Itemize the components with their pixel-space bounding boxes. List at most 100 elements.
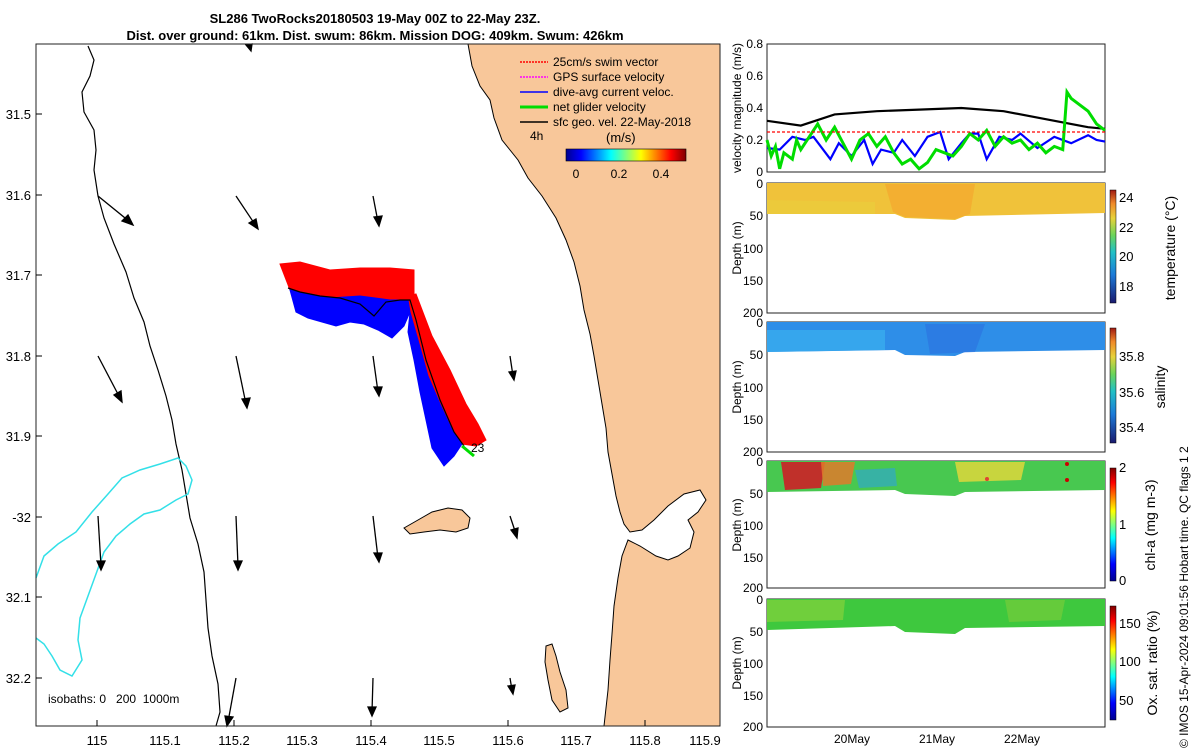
velocity-series-0 xyxy=(766,106,1106,130)
velocity-y-tick: 0.2 xyxy=(746,133,763,147)
depth-tick: 0 xyxy=(756,316,763,330)
oxygen-cb-tick: 50 xyxy=(1119,693,1133,708)
map-y-tick: 31.6 xyxy=(6,188,31,203)
salinity-cb-tick: 35.4 xyxy=(1119,420,1144,435)
isobath-200m xyxy=(81,45,221,727)
legend-dive-avg-current: dive-avg current veloc. xyxy=(553,85,674,99)
map-y-tick: 32.1 xyxy=(6,590,31,605)
isobaths-label: isobaths: 0 200 1000m xyxy=(48,692,179,706)
speed-colorbar-tick: 0 xyxy=(573,167,580,181)
map-y-tick: 31.9 xyxy=(6,429,31,444)
chla-depth-label: Depth (m) xyxy=(730,498,744,551)
map-x-tick: 115 xyxy=(87,733,108,748)
chla-cb-tick: 0 xyxy=(1119,573,1126,588)
depth-tick: 0 xyxy=(756,177,763,191)
salinity-colorbar-label: salinity xyxy=(1152,366,1168,409)
velocity-y-tick: 0.4 xyxy=(746,101,763,115)
chla-cb-tick: 1 xyxy=(1119,517,1126,532)
legend-swim-vector: 25cm/s swim vector xyxy=(553,55,658,69)
map-x-tick-labels: 115 115.1 115.2 115.3 115.4 115.5 115.6 … xyxy=(87,733,721,748)
chla-panel: 0 50 100 150 200 0 1 2 Depth (m) chl-a (… xyxy=(730,455,1158,595)
time-series-panels: 0 0.2 0.4 0.6 0.8 velocity magnitude (m/… xyxy=(730,37,1178,746)
depth-tick: 100 xyxy=(743,381,763,395)
depth-tick: 100 xyxy=(743,242,763,256)
temperature-cb-tick: 22 xyxy=(1119,220,1133,235)
map-x-tick: 115.9 xyxy=(689,733,721,748)
oxygen-colorbar-label: Ox. sat. ratio (%) xyxy=(1144,610,1160,715)
velocity-y-tick: 0.6 xyxy=(746,69,763,83)
net-glider-velocity-vector xyxy=(461,444,475,458)
time-x-tick: 20May xyxy=(834,732,870,746)
chla-colorbar xyxy=(1109,467,1117,582)
map-y-tick: 31.8 xyxy=(6,349,31,364)
depth-tick: 200 xyxy=(743,720,763,734)
temperature-cb-tick: 18 xyxy=(1119,279,1133,294)
velocity-panel: 0 0.2 0.4 0.6 0.8 velocity magnitude (m/… xyxy=(730,37,1106,179)
figure-title: SL286 TwoRocks20180503 19-May 00Z to 22-… xyxy=(209,11,541,26)
velocity-y-label: velocity magnitude (m/s) xyxy=(730,43,744,173)
isobath-1000m xyxy=(35,457,193,677)
map-x-tick: 115.3 xyxy=(286,733,318,748)
depth-tick: 150 xyxy=(743,274,763,288)
depth-tick: 0 xyxy=(756,455,763,469)
map-y-tick: -32 xyxy=(12,510,31,525)
island xyxy=(403,507,471,535)
map-axis-ticks xyxy=(36,113,646,726)
speed-colorbar-unit: (m/s) xyxy=(606,130,636,145)
salinity-panel: 0 50 100 150 200 35.4 35.6 35.8 Depth (m… xyxy=(730,316,1168,459)
imos-stamp: © IMOS 15-Apr-2024 09:01:56 Hobart time.… xyxy=(1177,446,1191,748)
oxygen-depth-label: Depth (m) xyxy=(730,636,744,689)
oxygen-panel: 0 50 100 150 200 50 100 150 Depth (m) Ox… xyxy=(730,593,1160,746)
temperature-colorbar xyxy=(1109,189,1117,304)
depth-tick: 100 xyxy=(743,519,763,533)
swim-vectors xyxy=(279,261,487,447)
map-x-tick: 115.1 xyxy=(149,733,181,748)
depth-tick: 200 xyxy=(743,445,763,459)
depth-tick: 50 xyxy=(750,625,764,639)
speed-colorbar-tick: 0.4 xyxy=(653,167,670,181)
map-x-tick: 115.2 xyxy=(218,733,250,748)
salinity-cb-tick: 35.6 xyxy=(1119,385,1144,400)
oxygen-cb-tick: 150 xyxy=(1119,616,1141,631)
depth-tick: 150 xyxy=(743,551,763,565)
temperature-cb-tick: 24 xyxy=(1119,190,1133,205)
depth-tick: 50 xyxy=(750,209,764,223)
legend-gps-surface-velocity: GPS surface velocity xyxy=(553,70,664,84)
depth-tick: 100 xyxy=(743,657,763,671)
figure-subtitle: Dist. over ground: 61km. Dist. swum: 86k… xyxy=(126,28,624,43)
salinity-depth-label: Depth (m) xyxy=(730,360,744,413)
oxygen-colorbar xyxy=(1109,605,1117,721)
temperature-panel: 0 50 100 150 200 18 20 22 24 Depth (m) t… xyxy=(730,177,1178,320)
duration-label: 4h xyxy=(530,129,543,143)
map-y-tick-labels: 31.5 31.6 31.7 31.8 31.9 -32 32.1 32.2 xyxy=(6,107,31,686)
depth-tick: 150 xyxy=(743,413,763,427)
speed-colorbar-tick: 0.2 xyxy=(611,167,628,181)
map-x-tick: 115.7 xyxy=(560,733,592,748)
glider-track xyxy=(287,287,465,447)
legend-sfc-geo-velocity: sfc geo. vel. 22-May-2018 xyxy=(553,115,691,129)
map-y-tick: 32.2 xyxy=(6,671,31,686)
map-frame xyxy=(35,43,721,727)
chla-colorbar-label: chl-a (mg m-3) xyxy=(1142,479,1158,570)
depth-tick: 50 xyxy=(750,348,764,362)
map-y-tick: 31.5 xyxy=(6,107,31,122)
dive-avg-current-vectors xyxy=(289,289,463,467)
oxygen-cb-tick: 100 xyxy=(1119,654,1141,669)
garden-island xyxy=(544,643,569,713)
map-x-tick: 115.5 xyxy=(423,733,455,748)
temperature-depth-label: Depth (m) xyxy=(730,221,744,274)
map-x-tick: 115.6 xyxy=(492,733,524,748)
depth-tick: 200 xyxy=(743,581,763,595)
temperature-cb-tick: 20 xyxy=(1119,249,1133,264)
speed-colorbar xyxy=(565,148,687,162)
salinity-colorbar xyxy=(1109,327,1117,444)
glider-track-map: 25cm/s swim vector GPS surface velocity … xyxy=(6,43,721,748)
velocity-y-tick: 0.8 xyxy=(746,37,763,51)
temperature-colorbar-label: temperature (°C) xyxy=(1162,196,1178,300)
geostrophic-velocity-arrows xyxy=(95,43,519,728)
legend-net-glider-velocity: net glider velocity xyxy=(553,100,646,114)
track-end-label: 23 xyxy=(471,441,485,455)
velocity-y-tick: 0 xyxy=(756,165,763,179)
depth-tick: 0 xyxy=(756,593,763,607)
chla-cb-tick: 2 xyxy=(1119,460,1126,475)
